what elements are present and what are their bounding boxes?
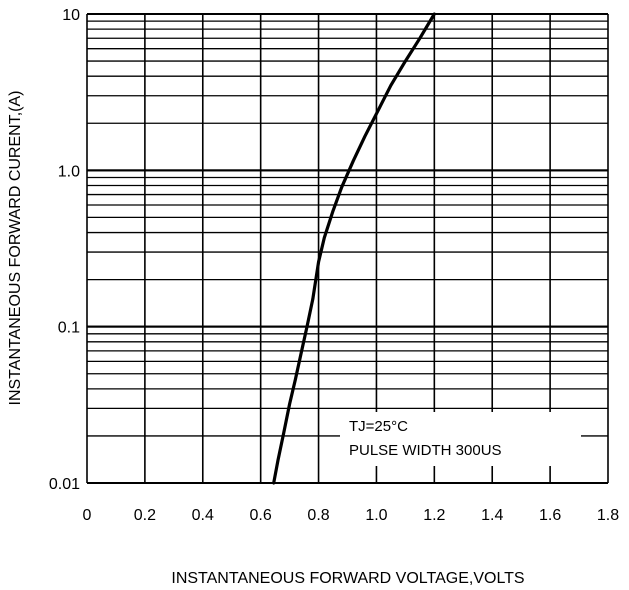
x-tick-label: 0 (83, 507, 92, 524)
y-tick-label: 1.0 (58, 163, 80, 180)
x-tick-label: 1.2 (423, 507, 445, 524)
y-tick-label: 0.01 (49, 476, 80, 493)
tick-labels: 0 0.2 0.4 0.6 0.8 1.0 1.2 1.4 1.6 1.8 0.01 0.1 1.0 10 (49, 7, 619, 524)
x-tick-label: 1.0 (365, 507, 387, 524)
curve (272, 12, 436, 485)
annotation-pulse-width: PULSE WIDTH 300US (349, 442, 502, 459)
annotation-box: TJ=25°C PULSE WIDTH 300US (349, 418, 502, 459)
y-axis-label: INSTANTANEOUS FORWARD CURENT,(A) (7, 91, 24, 406)
annotation-tj: TJ=25°C (349, 418, 408, 435)
y-tick-label: 0.1 (58, 320, 80, 337)
x-axis-label: INSTANTANEOUS FORWARD VOLTAGE,VOLTS (171, 570, 524, 587)
x-tick-label: 0.4 (192, 507, 214, 524)
x-tick-label: 1.8 (597, 507, 619, 524)
x-tick-label: 1.4 (481, 507, 503, 524)
x-tick-label: 1.6 (539, 507, 561, 524)
x-tick-label: 0.8 (307, 507, 329, 524)
series-line (272, 12, 436, 485)
y-tick-label: 10 (62, 7, 80, 24)
x-tick-label: 0.6 (250, 507, 272, 524)
grid (86, 13, 609, 484)
x-tick-label: 0.2 (134, 507, 156, 524)
